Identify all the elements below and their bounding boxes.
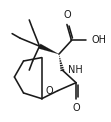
- Text: OH: OH: [91, 36, 106, 46]
- Text: O: O: [46, 86, 53, 96]
- Polygon shape: [39, 44, 59, 54]
- Text: NH: NH: [68, 65, 82, 75]
- Text: O: O: [72, 103, 80, 113]
- Text: O: O: [63, 10, 71, 20]
